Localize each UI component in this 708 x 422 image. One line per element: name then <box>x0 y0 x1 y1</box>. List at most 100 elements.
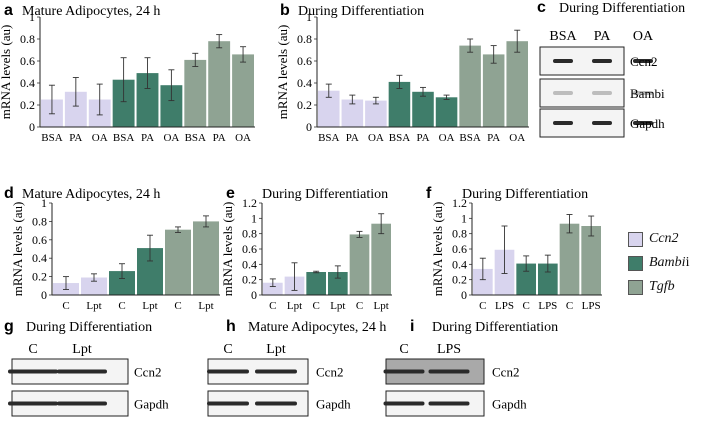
x-tick-label: C <box>522 300 529 312</box>
bar-f-tgfb <box>559 223 580 295</box>
y-tick-label: 0.4 <box>20 76 35 90</box>
blot-lane-label: OA <box>633 29 654 44</box>
blot-band <box>255 401 297 406</box>
y-tick-label: 1.2 <box>452 196 467 210</box>
panel-letter-h: h <box>226 318 236 335</box>
panel-letter-a: a <box>4 2 13 19</box>
blot-band <box>633 59 653 63</box>
bar-a-bambi <box>136 73 159 127</box>
blot-band <box>633 121 653 125</box>
blot-lane-label: C <box>28 342 37 357</box>
x-tick-label: PA <box>346 132 359 144</box>
blot-band <box>255 369 297 374</box>
x-tick-label: PA <box>213 132 226 144</box>
blot-row-label: Gapdh <box>630 116 665 131</box>
x-tick-label: BSA <box>185 132 206 144</box>
x-tick-label: C <box>356 300 363 312</box>
blot-row-label: Ccn2 <box>316 365 343 380</box>
y-tick-label: 0 <box>306 120 312 134</box>
panel-title-i: During Differentiation <box>432 320 558 335</box>
panel-title-f: During Differentiation <box>462 187 588 202</box>
x-tick-label: OA <box>235 132 251 144</box>
blot-band <box>207 369 249 374</box>
bar-b-tgfb <box>506 41 528 128</box>
panel-title-a: Mature Adipocytes, 24 h <box>22 4 160 19</box>
bar-b-ccn2 <box>341 99 364 127</box>
panel-letter-e: e <box>226 185 235 202</box>
x-tick-label: Lpt <box>287 300 302 312</box>
blot-row-label: Gapdh <box>316 397 351 412</box>
x-tick-label: Lpt <box>86 300 101 312</box>
y-tick-label: 1 <box>29 10 35 24</box>
x-tick-label: Lpt <box>330 300 345 312</box>
y-tick-label: 0.2 <box>20 98 35 112</box>
blot-row-label: Bambi <box>630 86 665 101</box>
x-tick-label: C <box>269 300 276 312</box>
panel-title-h: Mature Adipocytes, 24 h <box>248 320 386 335</box>
bar-f-ccn2 <box>473 268 493 295</box>
bar-a-tgfb <box>232 54 254 127</box>
x-tick-label: OA <box>163 132 179 144</box>
y-tick-label: 0.4 <box>32 251 47 265</box>
bar-b-tgfb <box>482 54 505 127</box>
blot-band <box>592 59 612 63</box>
panel-title-g: During Differentiation <box>26 320 152 335</box>
blot-row-label: Ccn2 <box>492 365 519 380</box>
x-tick-label: BSA <box>389 132 410 144</box>
bar-b-bambi <box>435 97 458 127</box>
y-tick-label: 0.8 <box>20 32 35 46</box>
y-tick-label: 0 <box>41 288 47 302</box>
y-axis-label-d: mRNA levels (au) <box>10 202 25 297</box>
blot-band <box>428 401 470 406</box>
x-tick-label: PA <box>487 132 500 144</box>
y-tick-label: 0.2 <box>297 98 312 112</box>
bar-d-ccn2 <box>81 277 107 295</box>
panel-letter-d: d <box>4 185 14 202</box>
blot-band <box>57 369 107 374</box>
y-tick-label: 0.4 <box>242 257 257 271</box>
blot-band <box>553 59 573 63</box>
y-tick-label: 0.6 <box>242 242 257 256</box>
bar-a-tgfb <box>208 41 231 128</box>
blot-band <box>383 401 425 406</box>
blot-lane-label: Lpt <box>72 342 92 357</box>
panel-title-d: Mature Adipocytes, 24 h <box>22 187 160 202</box>
panel-letter-i: i <box>410 318 414 335</box>
x-tick-label: LPS <box>582 300 601 312</box>
y-tick-label: 0.6 <box>297 54 312 68</box>
x-tick-label: LPS <box>495 300 514 312</box>
x-tick-label: PA <box>141 132 154 144</box>
blot-lane-label: PA <box>594 29 612 44</box>
blot-row-label: Ccn2 <box>134 365 161 380</box>
x-tick-label: OA <box>439 132 455 144</box>
legend-label-ccn2: Ccn2 <box>649 231 679 246</box>
legend-label-bambi-suffix: i <box>685 255 690 270</box>
panel-title-c: During Differentiation <box>559 1 685 16</box>
y-tick-label: 0.8 <box>452 227 467 241</box>
x-tick-label: Lpt <box>198 300 213 312</box>
y-axis-label-e: mRNA levels (au) <box>220 202 235 297</box>
panel-letter-f: f <box>426 185 432 202</box>
y-tick-label: 0.2 <box>452 273 467 287</box>
bar-a-bambi <box>160 85 183 127</box>
bar-b-bambi <box>412 91 434 127</box>
bar-e-tgfb <box>371 223 391 295</box>
y-tick-label: 1 <box>251 211 257 225</box>
x-tick-label: OA <box>368 132 384 144</box>
y-tick-label: 0.2 <box>32 270 47 284</box>
bar-b-tgfb <box>459 45 481 127</box>
y-tick-label: 0.4 <box>452 257 467 271</box>
legend-label-bambi: Bambi <box>649 255 686 270</box>
panel-letter-g: g <box>4 318 14 335</box>
y-tick-label: 0.8 <box>32 214 47 228</box>
y-tick-label: 0 <box>251 288 257 302</box>
x-tick-label: Lpt <box>374 300 389 312</box>
bar-a-tgfb <box>184 59 207 127</box>
legend-item-ccn2: Ccn2 <box>628 228 708 250</box>
panel-letter-b: b <box>280 2 290 19</box>
blot-row-label: Gapdh <box>492 397 527 412</box>
bar-a-ccn2 <box>64 91 87 127</box>
blot-band <box>633 91 653 95</box>
blot-band <box>553 91 573 95</box>
